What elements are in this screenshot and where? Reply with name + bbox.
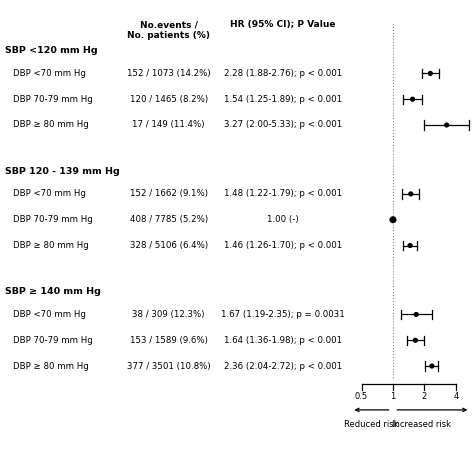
Text: 1.67 (1.19-2.35); p = 0.0031: 1.67 (1.19-2.35); p = 0.0031	[221, 310, 344, 319]
Text: DBP ≥ 80 mm Hg: DBP ≥ 80 mm Hg	[13, 362, 89, 371]
Text: 152 / 1073 (14.2%): 152 / 1073 (14.2%)	[127, 69, 210, 78]
Text: 1.00 (-): 1.00 (-)	[267, 215, 298, 224]
Text: DBP ≥ 80 mm Hg: DBP ≥ 80 mm Hg	[13, 121, 89, 129]
Text: No.events /
No. patients (%): No.events / No. patients (%)	[127, 20, 210, 39]
Text: DBP <70 mm Hg: DBP <70 mm Hg	[13, 310, 86, 319]
Text: HR (95% CI); P Value: HR (95% CI); P Value	[230, 20, 335, 29]
Text: 1.48 (1.22-1.79); p < 0.001: 1.48 (1.22-1.79); p < 0.001	[224, 189, 342, 198]
Text: DBP ≥ 80 mm Hg: DBP ≥ 80 mm Hg	[13, 241, 89, 250]
Text: 120 / 1465 (8.2%): 120 / 1465 (8.2%)	[130, 95, 208, 104]
Text: DBP 70-79 mm Hg: DBP 70-79 mm Hg	[13, 215, 93, 224]
Text: 38 / 309 (12.3%): 38 / 309 (12.3%)	[133, 310, 205, 319]
Text: 1: 1	[390, 392, 396, 401]
Text: 0.5: 0.5	[355, 392, 368, 401]
Text: DBP <70 mm Hg: DBP <70 mm Hg	[13, 189, 86, 198]
Text: 153 / 1589 (9.6%): 153 / 1589 (9.6%)	[130, 336, 208, 345]
Text: 1.46 (1.26-1.70); p < 0.001: 1.46 (1.26-1.70); p < 0.001	[224, 241, 342, 250]
Text: Reduced risk: Reduced risk	[344, 420, 399, 429]
Text: 1.54 (1.25-1.89); p < 0.001: 1.54 (1.25-1.89); p < 0.001	[224, 95, 342, 104]
Text: SBP 120 - 139 mm Hg: SBP 120 - 139 mm Hg	[5, 166, 120, 176]
Text: DBP 70-79 mm Hg: DBP 70-79 mm Hg	[13, 336, 93, 345]
Text: SBP ≥ 140 mm Hg: SBP ≥ 140 mm Hg	[5, 287, 101, 296]
Text: 2.36 (2.04-2.72); p < 0.001: 2.36 (2.04-2.72); p < 0.001	[224, 362, 342, 371]
Text: 377 / 3501 (10.8%): 377 / 3501 (10.8%)	[127, 362, 210, 371]
Text: 2: 2	[422, 392, 427, 401]
Text: 3.27 (2.00-5.33); p < 0.001: 3.27 (2.00-5.33); p < 0.001	[224, 121, 342, 129]
Text: Increased risk: Increased risk	[392, 420, 451, 429]
Text: 328 / 5106 (6.4%): 328 / 5106 (6.4%)	[130, 241, 208, 250]
Text: DBP 70-79 mm Hg: DBP 70-79 mm Hg	[13, 95, 93, 104]
Text: 2.28 (1.88-2.76); p < 0.001: 2.28 (1.88-2.76); p < 0.001	[224, 69, 342, 78]
Text: 17 / 149 (11.4%): 17 / 149 (11.4%)	[133, 121, 205, 129]
Text: 4: 4	[453, 392, 458, 401]
Text: 1.64 (1.36-1.98); p < 0.001: 1.64 (1.36-1.98); p < 0.001	[224, 336, 342, 345]
Text: SBP <120 mm Hg: SBP <120 mm Hg	[5, 46, 97, 55]
Text: 152 / 1662 (9.1%): 152 / 1662 (9.1%)	[130, 189, 208, 198]
Text: DBP <70 mm Hg: DBP <70 mm Hg	[13, 69, 86, 78]
Text: 408 / 7785 (5.2%): 408 / 7785 (5.2%)	[130, 215, 208, 224]
